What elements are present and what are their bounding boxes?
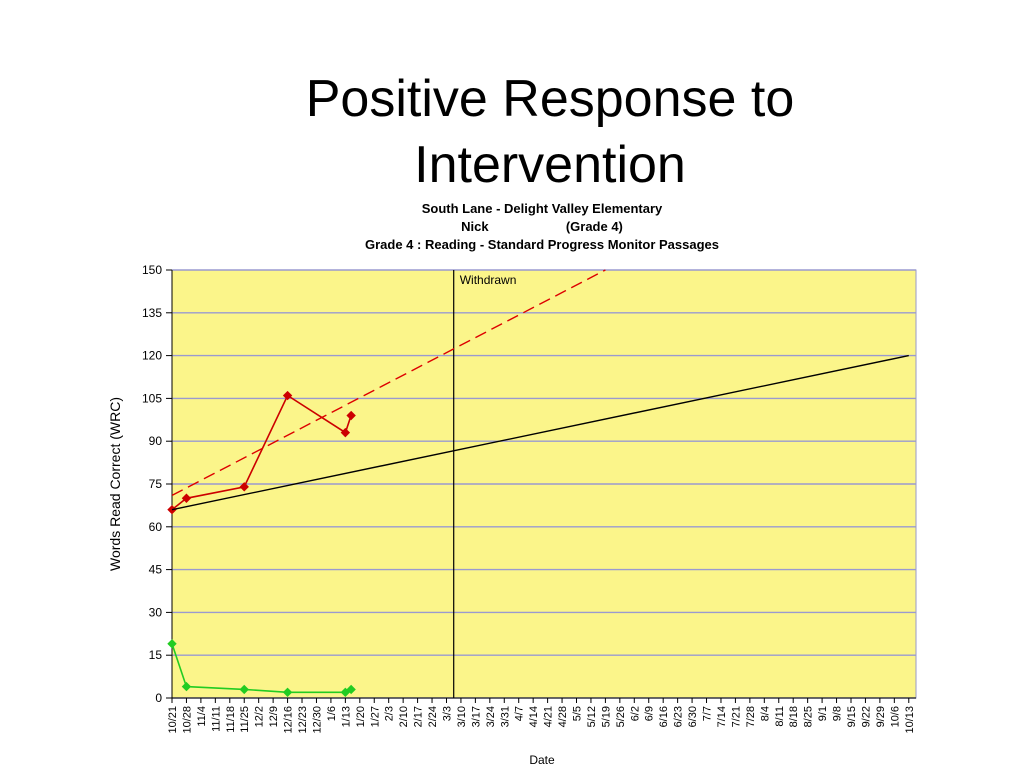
errors-point: [346, 684, 356, 695]
x-tick-label: 12/16: [283, 706, 295, 734]
x-tick-label: 1/20: [355, 706, 367, 727]
x-tick-label: 7/21: [730, 706, 742, 727]
x-tick-label: 10/6: [889, 706, 901, 727]
x-tick-label: 4/28: [557, 706, 569, 727]
x-tick-label: 3/31: [499, 706, 511, 727]
x-tick-label: 11/11: [210, 706, 222, 732]
y-tick-label: 45: [149, 563, 163, 577]
x-tick-label: 1/13: [340, 706, 352, 727]
x-tick-label: 12/9: [268, 706, 280, 727]
x-tick-label: 12/23: [297, 706, 309, 734]
x-tick-label: 8/11: [774, 706, 786, 727]
x-tick-label: 5/19: [600, 706, 612, 727]
x-tick-label: 6/16: [658, 706, 670, 727]
y-tick-label: 120: [142, 349, 162, 363]
x-tick-label: 2/3: [384, 706, 396, 721]
x-tick-label: 9/22: [860, 706, 872, 727]
x-tick-label: 10/13: [904, 706, 916, 734]
x-tick-label: 9/1: [817, 706, 829, 721]
x-tick-label: 6/2: [629, 706, 641, 721]
y-tick-label: 0: [155, 691, 162, 705]
y-tick-label: 135: [142, 306, 162, 320]
x-tick-label: 10/28: [181, 706, 193, 734]
errors-point: [282, 687, 293, 698]
x-tick-label: 8/25: [803, 706, 815, 727]
x-tick-label: 5/26: [615, 706, 627, 727]
x-axis-title: Date: [529, 753, 555, 767]
x-tick-label: 3/10: [456, 706, 468, 727]
x-tick-label: 4/7: [514, 706, 526, 721]
x-tick-label: 2/24: [427, 706, 439, 727]
x-tick-label: 3/24: [485, 706, 497, 727]
x-tick-label: 7/14: [716, 706, 728, 727]
y-tick-label: 75: [149, 477, 163, 491]
x-tick-label: 2/17: [413, 706, 425, 727]
x-tick-label: 11/25: [239, 706, 251, 733]
slide-title: Positive Response to Intervention: [305, 70, 795, 194]
x-tick-label: 6/23: [673, 706, 685, 727]
wrc-point: [340, 427, 351, 438]
trend-line: [171, 269, 606, 497]
x-tick-label: 3/17: [470, 706, 482, 727]
wrc-point: [239, 482, 249, 492]
chart-student-grade: (Grade 4): [565, 219, 623, 234]
x-tick-label: 7/28: [745, 706, 757, 727]
chart-student-line: Nick (Grade 4): [300, 218, 784, 236]
errors-point: [181, 681, 192, 692]
x-tick-label: 12/30: [311, 706, 323, 734]
y-axis-title: Words Read Correct (WRC): [107, 397, 123, 571]
y-tick-label: 90: [149, 434, 163, 448]
wrc-point: [181, 493, 192, 503]
chart-header: South Lane - Delight Valley Elementary N…: [300, 200, 784, 254]
y-tick-label: 60: [149, 520, 163, 534]
errors-point: [239, 684, 249, 695]
x-tick-label: 12/2: [254, 706, 266, 727]
x-tick-label: 2/10: [398, 706, 410, 727]
x-tick-label: 9/8: [832, 706, 844, 721]
wrc-point: [346, 410, 356, 421]
x-tick-label: 4/21: [543, 706, 555, 727]
x-tick-label: 8/18: [788, 706, 800, 727]
y-tick-label: 30: [149, 605, 163, 619]
aimline-line: [171, 354, 909, 511]
x-tick-label: 5/12: [586, 706, 598, 727]
x-tick-label: 1/6: [326, 706, 338, 721]
x-tick-label: 3/3: [441, 706, 453, 721]
chart-student-name: Nick: [461, 219, 489, 234]
x-tick-label: 11/18: [225, 706, 237, 733]
x-tick-label: 4/14: [528, 706, 540, 727]
chart-subject-line: Grade 4 : Reading - Standard Progress Mo…: [365, 237, 719, 252]
wrc-point: [282, 390, 293, 401]
errors-point: [167, 639, 177, 649]
x-tick-label: 9/15: [846, 706, 858, 727]
x-tick-label: 6/30: [687, 706, 699, 727]
x-tick-label: 7/7: [702, 706, 714, 721]
withdrawn-label: Withdrawn: [460, 273, 517, 287]
chart-school-line: South Lane - Delight Valley Elementary: [421, 201, 663, 216]
x-tick-label: 11/4: [196, 706, 208, 727]
y-tick-label: 105: [142, 391, 162, 405]
x-tick-label: 8/4: [759, 706, 771, 721]
x-tick-label: 1/27: [369, 706, 381, 727]
y-tick-label: 150: [142, 263, 162, 277]
x-tick-label: 10/21: [167, 706, 179, 734]
x-tick-label: 6/9: [644, 706, 656, 721]
x-tick-label: 5/5: [572, 706, 584, 721]
x-tick-label: 9/29: [875, 706, 887, 727]
y-tick-label: 15: [149, 648, 163, 662]
